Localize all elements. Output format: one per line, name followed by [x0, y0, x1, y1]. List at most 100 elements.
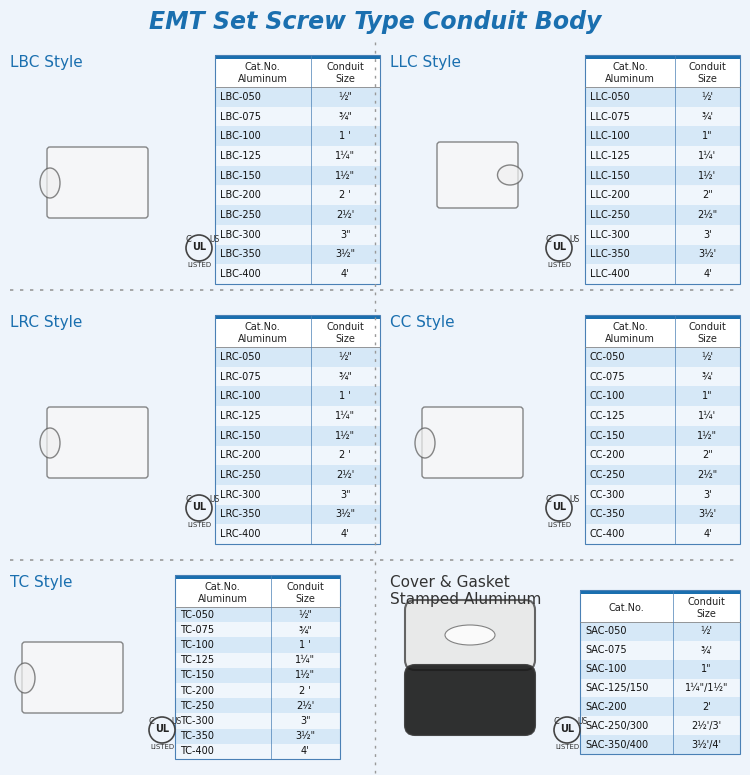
Text: LBC-075: LBC-075: [220, 112, 261, 122]
Text: CC-100: CC-100: [590, 391, 626, 401]
Text: LISTED: LISTED: [187, 262, 211, 268]
Bar: [580, 590, 740, 754]
Text: 1": 1": [702, 391, 712, 401]
Bar: [585, 505, 740, 525]
Bar: [585, 126, 740, 146]
Text: C: C: [545, 236, 551, 244]
Text: 2½': 2½': [296, 701, 314, 711]
Text: LBC-150: LBC-150: [220, 170, 261, 181]
Bar: [585, 225, 740, 245]
Bar: [585, 107, 740, 126]
Bar: [215, 319, 380, 347]
Text: 1¼": 1¼": [335, 151, 356, 161]
Bar: [215, 264, 380, 284]
Text: LLC-300: LLC-300: [590, 229, 630, 239]
Bar: [215, 205, 380, 225]
Text: SAC-125/150: SAC-125/150: [585, 683, 648, 693]
Bar: [585, 367, 740, 387]
Text: TC-050: TC-050: [180, 610, 214, 619]
Text: ½': ½': [701, 92, 713, 102]
Text: 1": 1": [701, 664, 712, 674]
Text: UL: UL: [552, 502, 566, 512]
Bar: [215, 505, 380, 525]
Bar: [580, 679, 740, 698]
Text: SAC-050: SAC-050: [585, 626, 626, 636]
Text: CC-075: CC-075: [590, 371, 626, 381]
Text: 3½'/4': 3½'/4': [692, 739, 722, 749]
Bar: [215, 55, 380, 284]
Text: 1¼': 1¼': [698, 151, 716, 161]
Text: 3½': 3½': [698, 250, 716, 260]
Text: 2 ': 2 ': [299, 686, 311, 696]
Text: ¾": ¾": [338, 112, 352, 122]
Text: CC-125: CC-125: [590, 411, 626, 421]
Text: Cover & Gasket
Stamped Aluminum: Cover & Gasket Stamped Aluminum: [390, 575, 542, 608]
Text: UL: UL: [155, 724, 169, 734]
Bar: [175, 622, 340, 637]
Bar: [175, 653, 340, 668]
Text: LRC-100: LRC-100: [220, 391, 260, 401]
Text: Conduit
Size: Conduit Size: [286, 582, 324, 604]
Bar: [585, 315, 740, 544]
Text: LLC-075: LLC-075: [590, 112, 630, 122]
FancyBboxPatch shape: [22, 642, 123, 713]
Text: C: C: [148, 718, 154, 726]
Bar: [585, 87, 740, 107]
Text: 1¼': 1¼': [698, 411, 716, 421]
Ellipse shape: [415, 428, 435, 458]
Text: LRC-050: LRC-050: [220, 352, 261, 362]
Text: 1": 1": [702, 131, 712, 141]
Text: CC-350: CC-350: [590, 509, 626, 519]
Text: 2": 2": [702, 191, 712, 201]
Text: Conduit
Size: Conduit Size: [688, 322, 727, 344]
Bar: [215, 55, 380, 59]
Text: LRC-350: LRC-350: [220, 509, 261, 519]
Text: LLC-150: LLC-150: [590, 170, 630, 181]
Text: LLC Style: LLC Style: [390, 55, 461, 70]
Bar: [215, 166, 380, 185]
Text: US: US: [172, 718, 182, 726]
Text: ½": ½": [338, 352, 352, 362]
Text: ¾': ¾': [701, 371, 713, 381]
Text: CC-400: CC-400: [590, 529, 626, 539]
Bar: [585, 264, 740, 284]
Bar: [215, 315, 380, 544]
Bar: [585, 55, 740, 59]
Text: C: C: [185, 236, 191, 244]
Text: Cat.No.
Aluminum: Cat.No. Aluminum: [605, 62, 655, 84]
Bar: [175, 607, 340, 622]
Text: 2': 2': [702, 702, 711, 712]
FancyBboxPatch shape: [437, 142, 518, 208]
Text: 3": 3": [340, 229, 351, 239]
Text: 1½": 1½": [335, 170, 356, 181]
Text: 1¼"/1½": 1¼"/1½": [685, 683, 728, 693]
Text: 1½": 1½": [698, 431, 718, 441]
Bar: [585, 425, 740, 446]
Text: 3': 3': [704, 229, 712, 239]
Text: 1½': 1½': [698, 170, 716, 181]
Bar: [175, 637, 340, 653]
Text: 1½": 1½": [335, 431, 356, 441]
Text: LLC-050: LLC-050: [590, 92, 630, 102]
Bar: [580, 698, 740, 716]
Bar: [175, 714, 340, 728]
Bar: [175, 744, 340, 759]
Text: CC-150: CC-150: [590, 431, 626, 441]
Bar: [215, 446, 380, 465]
Text: 2½": 2½": [698, 210, 718, 220]
Text: LRC Style: LRC Style: [10, 315, 82, 330]
Text: UL: UL: [192, 502, 206, 512]
Text: 2½': 2½': [336, 470, 355, 480]
Bar: [215, 465, 380, 485]
Bar: [175, 575, 340, 579]
Bar: [585, 166, 740, 185]
Text: 2½": 2½": [698, 470, 718, 480]
Text: LLC-400: LLC-400: [590, 269, 630, 279]
Text: LBC-050: LBC-050: [220, 92, 261, 102]
Bar: [580, 594, 740, 622]
Ellipse shape: [40, 168, 60, 198]
Bar: [215, 406, 380, 425]
Text: 2½': 2½': [336, 210, 355, 220]
Text: LRC-125: LRC-125: [220, 411, 261, 421]
Bar: [580, 660, 740, 679]
